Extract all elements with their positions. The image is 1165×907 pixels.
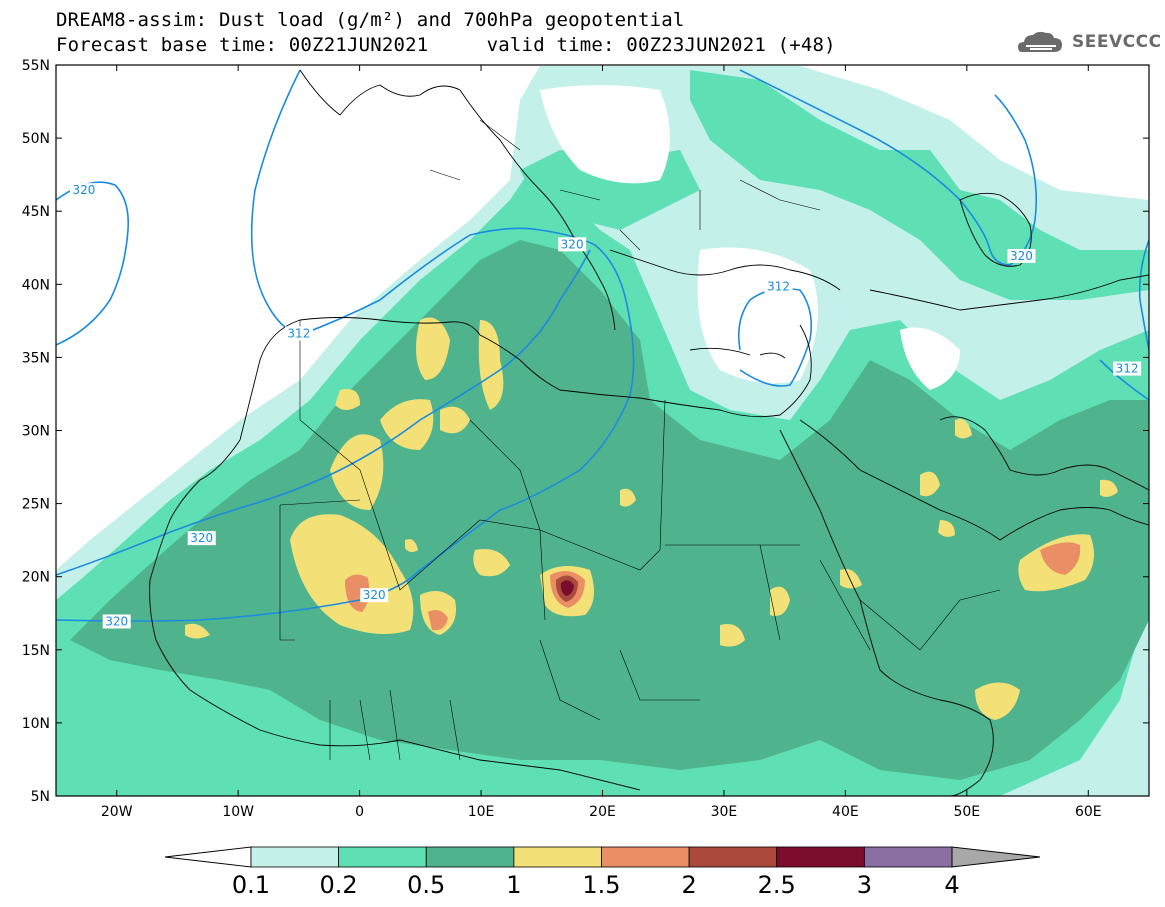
lat-tick-label: 15N bbox=[22, 643, 50, 659]
contour-label-bg bbox=[1113, 361, 1142, 376]
geopotential-contours bbox=[56, 69, 1149, 622]
contour-label-bg bbox=[558, 237, 587, 252]
dust-region-1 bbox=[185, 317, 1118, 720]
lon-tick-label: 50E bbox=[953, 804, 980, 820]
contour-label: 320 bbox=[72, 183, 95, 197]
lon-tick-label: 20E bbox=[589, 804, 616, 820]
colorbar-right-arrow bbox=[951, 846, 1041, 868]
contour-label-bg bbox=[102, 614, 131, 629]
lon-tick-label: 40E bbox=[832, 804, 859, 820]
colorbar-label: 1 bbox=[506, 871, 521, 899]
colorbar-label: 0.5 bbox=[407, 871, 445, 899]
contour-label: 312 bbox=[287, 326, 310, 340]
contour-label: 312 bbox=[1116, 362, 1139, 376]
country-borders bbox=[279, 119, 1001, 761]
contour-label: 320 bbox=[105, 614, 128, 628]
lat-tick-label: 55N bbox=[22, 58, 50, 74]
contour-label: 312 bbox=[767, 280, 790, 294]
lat-tick-label: 10N bbox=[22, 716, 50, 732]
lon-tick-label: 20W bbox=[101, 804, 133, 820]
colorbar-cell bbox=[513, 846, 602, 868]
colorbar-cell bbox=[688, 846, 778, 868]
contour-labels: 320 312 320 312 320 312 320 320 320 bbox=[69, 183, 1142, 629]
dust-region-0.5 bbox=[70, 240, 1149, 780]
contour-label: 320 bbox=[190, 531, 213, 545]
contour-label: 320 bbox=[1010, 249, 1033, 263]
axis-ticks: 55N 50N 45N 40N 35N 30N 25N 20N 15N 10N 5N 20W 10W 0 1… bbox=[22, 58, 1149, 820]
contour-label-bg bbox=[284, 326, 313, 341]
lat-tick-label: 5N bbox=[31, 789, 50, 805]
lat-tick-label: 40N bbox=[22, 277, 50, 293]
lon-tick-label: 30E bbox=[711, 804, 738, 820]
colorbar-label: 1.5 bbox=[582, 871, 620, 899]
colorbar-cell bbox=[601, 846, 690, 868]
colorbar-cell bbox=[338, 846, 427, 868]
lat-tick-label: 25N bbox=[22, 497, 50, 513]
colorbar-cell bbox=[250, 846, 340, 868]
dust-map: 55N 50N 45N 40N 35N 30N 25N 20N 15N 10N 5N 20W 10W 0 1… bbox=[22, 58, 1150, 820]
colorbar-cell bbox=[863, 846, 953, 868]
colorbar-label: 3 bbox=[857, 871, 872, 899]
lat-tick-label: 20N bbox=[22, 570, 50, 586]
contour-label-bg bbox=[360, 588, 389, 603]
lon-tick-label: 0 bbox=[355, 804, 364, 820]
contour-label: 320 bbox=[561, 237, 584, 251]
lat-tick-label: 50N bbox=[22, 131, 50, 147]
lon-tick-label: 60E bbox=[1075, 804, 1102, 820]
clear-areas bbox=[56, 85, 960, 390]
logo-text: SEEVCCC bbox=[1072, 32, 1162, 52]
colorbar-cell bbox=[425, 846, 515, 868]
lat-tick-label: 45N bbox=[22, 204, 50, 220]
lat-tick-label: 30N bbox=[22, 424, 50, 440]
contour-label-bg bbox=[764, 279, 793, 294]
colorbar-label: 2 bbox=[681, 871, 696, 899]
colorbar-cell bbox=[776, 846, 865, 868]
dust-region-2.5 bbox=[560, 580, 574, 596]
colorbar-left-arrow bbox=[164, 846, 252, 868]
lon-tick-label: 10E bbox=[468, 804, 495, 820]
contour-label-bg bbox=[1007, 248, 1036, 263]
forecast-time-line: Forecast base time: 00Z21JUN2021 valid t… bbox=[56, 34, 836, 56]
colorbar-label: 0.2 bbox=[320, 871, 358, 899]
colorbar-label: 0.1 bbox=[232, 871, 270, 899]
contour-label-bg bbox=[187, 531, 216, 546]
map-title: DREAM8-assim: Dust load (g/m²) and 700hP… bbox=[56, 9, 685, 31]
dust-band-north bbox=[690, 70, 1149, 300]
colorbar-label: 4 bbox=[944, 871, 959, 899]
colorbar-label: 2.5 bbox=[758, 871, 796, 899]
lon-tick-label: 10W bbox=[222, 804, 254, 820]
contour-label: 320 bbox=[363, 588, 386, 602]
cloud-icon bbox=[1018, 31, 1062, 52]
lat-tick-label: 35N bbox=[22, 350, 50, 366]
contour-label-bg bbox=[69, 183, 98, 198]
